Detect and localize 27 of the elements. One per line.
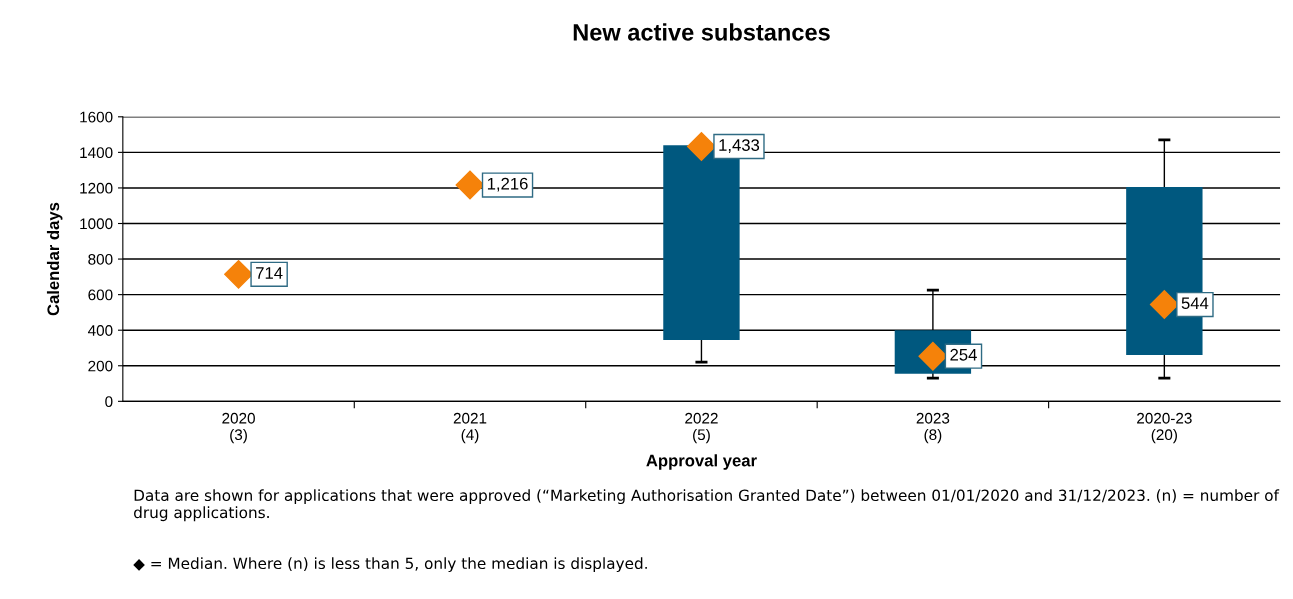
y-tick-label: 1200	[80, 182, 113, 194]
y-tick-label: 0	[105, 396, 113, 408]
x-tick-label: 2021 (4)	[453, 412, 487, 444]
y-tick-label: 200	[88, 360, 113, 372]
data-label: 714	[256, 267, 283, 279]
x-tick-label: 2020 (3)	[222, 412, 255, 444]
y-axis-title: Calendar days	[46, 202, 63, 316]
x-axis-title: Approval year	[646, 454, 757, 470]
data-label: 254	[950, 348, 977, 361]
x-tick-label: 2020-23 (20)	[1137, 412, 1192, 444]
x-tick-label: 2023 (8)	[916, 412, 950, 444]
y-tick-label: 1000	[80, 218, 113, 230]
text: Data are shown for applications that were approved (“Marketing Authorisation Granted Date”) between 01/01/2020 and 31/12/2023. (n) = number of drug applications.	[134, 489, 1280, 522]
y-tick-label: 600	[88, 289, 113, 301]
point	[1149, 290, 1179, 320]
data-label: 1,216	[487, 177, 528, 192]
y-tick-label: 800	[88, 253, 113, 265]
y-tick-label: 1400	[80, 147, 113, 159]
x-tick-label: 2022 (5)	[685, 412, 718, 444]
y-tick-label: 400	[87, 325, 113, 336]
y-tick-label: 1600	[80, 111, 113, 123]
point	[687, 132, 716, 161]
data-label: 544	[1181, 297, 1209, 310]
text: ◆ = Median. Where (n) is less than 5, only the median is displayed.	[133, 557, 647, 573]
point	[455, 170, 485, 200]
chart-title: New active substances	[573, 23, 830, 41]
data-label: 1,433	[719, 139, 760, 153]
